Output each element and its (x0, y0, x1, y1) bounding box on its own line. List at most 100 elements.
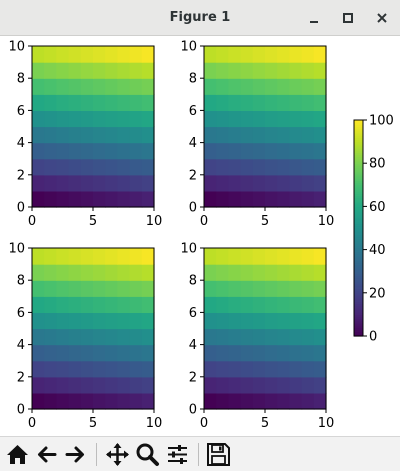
heatmap-cell (216, 62, 229, 79)
colorbar-segment (354, 145, 363, 149)
heatmap-cell (216, 248, 229, 265)
colorbar-segment (354, 128, 363, 132)
heatmap-cell (129, 376, 143, 394)
heatmap-cell (117, 126, 131, 144)
heatmap-cell (204, 360, 217, 378)
heatmap-cell (117, 376, 131, 394)
heatmap-cell (216, 344, 229, 362)
forward-button[interactable] (62, 441, 89, 468)
heatmap-cell (313, 190, 327, 208)
close-button[interactable] (373, 9, 391, 27)
maximize-icon (343, 13, 353, 23)
home-button[interactable] (4, 441, 31, 468)
configure-subplots-button[interactable] (164, 441, 191, 468)
maximize-button[interactable] (339, 9, 357, 27)
zoom-button[interactable] (134, 441, 161, 468)
heatmap-cell (117, 174, 131, 192)
heatmap-cell (289, 62, 303, 79)
y-tick-label: 0 (17, 403, 25, 418)
heatmap-cell (204, 392, 217, 410)
y-tick-label: 2 (17, 370, 25, 385)
heatmap-cell (56, 110, 70, 128)
heatmap-cell (289, 78, 303, 95)
heatmap-cell (228, 110, 242, 128)
heatmap-cell (93, 126, 106, 144)
y-tick-label: 0 (189, 403, 197, 418)
heatmap-cell (252, 142, 266, 160)
heatmap-cell (301, 312, 315, 330)
heatmap-cell (129, 78, 143, 95)
minimize-button[interactable] (305, 9, 323, 27)
subplot-4: 0 5 10 0 2 4 6 8 10 (180, 242, 334, 432)
heatmap-cell (240, 248, 254, 265)
heatmap-cell (80, 174, 94, 192)
colorbar-segment (354, 329, 363, 333)
colorbar-segment (354, 323, 363, 326)
heatmap-cell (68, 360, 82, 378)
x-tick-label: 0 (200, 214, 208, 229)
heatmap-cell (117, 62, 131, 79)
zoom-magnifier-icon (136, 443, 159, 466)
colorbar-segment (354, 279, 363, 283)
heatmap-cell (68, 280, 82, 297)
heatmap-cell (301, 142, 315, 160)
heatmap-cell (44, 360, 57, 378)
heatmap-cell (277, 62, 290, 79)
colorbar-segment (354, 152, 363, 156)
heatmap-cell (32, 110, 45, 128)
heatmap-cell (68, 78, 82, 95)
heatmap-cell (277, 94, 290, 111)
heatmap-cell (80, 110, 94, 128)
heatmap-cell (93, 360, 106, 378)
heatmap-cell (105, 94, 118, 111)
heatmap-cell (117, 312, 131, 330)
colorbar-segment (354, 165, 363, 169)
heatmap-cell (289, 142, 303, 160)
heatmap-cell (301, 78, 315, 95)
colorbar-segment (354, 297, 363, 300)
heatmap-cell (228, 296, 242, 313)
forward-arrow-icon (65, 446, 84, 463)
heatmap-cell (313, 280, 327, 297)
heatmap-cell (265, 248, 278, 265)
heatmap-cell (141, 296, 155, 313)
heatmap-cell (32, 174, 45, 192)
x-tick-label: 10 (146, 416, 163, 431)
heatmap-cell (56, 280, 70, 297)
minimize-icon (310, 21, 318, 23)
heatmap-cell (32, 126, 45, 144)
heatmap-cell (265, 376, 278, 394)
heatmap-cell (204, 142, 217, 160)
heatmap-cell (93, 264, 106, 281)
back-arrow-icon (38, 446, 57, 463)
heatmap-cell (252, 328, 266, 346)
x-tick-label: 5 (261, 416, 269, 431)
heatmap-cell (129, 344, 143, 362)
heatmap-cell (44, 174, 57, 192)
heatmap-cell (93, 280, 106, 297)
heatmap-cell (216, 78, 229, 95)
pan-button[interactable] (104, 441, 131, 468)
save-button[interactable] (205, 441, 232, 468)
figure-canvas[interactable]: 0 5 10 0 2 4 6 8 10 0 5 10 0 2 4 6 8 10 0 5 10 0 2 4 6 8 10 0 5 10 0 2 4… (0, 36, 400, 436)
back-button[interactable] (33, 441, 60, 468)
heatmap-cell (277, 392, 290, 410)
save-floppy-icon (207, 443, 230, 466)
heatmap-cell (252, 110, 266, 128)
toolbar-separator (96, 443, 97, 466)
heatmap-cell (301, 190, 315, 208)
colorbar-segment (354, 143, 363, 147)
colorbar-segment (354, 219, 363, 223)
heatmap-cell (56, 126, 70, 144)
heatmap-cell (105, 46, 118, 63)
heatmap-cell (252, 158, 266, 176)
heatmap-cell (289, 360, 303, 378)
colorbar-segment (354, 122, 363, 125)
heatmap-cell (68, 328, 82, 346)
heatmap-cell (141, 392, 155, 410)
heatmap-cell (216, 94, 229, 111)
heatmap-cell (228, 94, 242, 111)
heatmap-cell (93, 78, 106, 95)
heatmap-cell (240, 158, 254, 176)
